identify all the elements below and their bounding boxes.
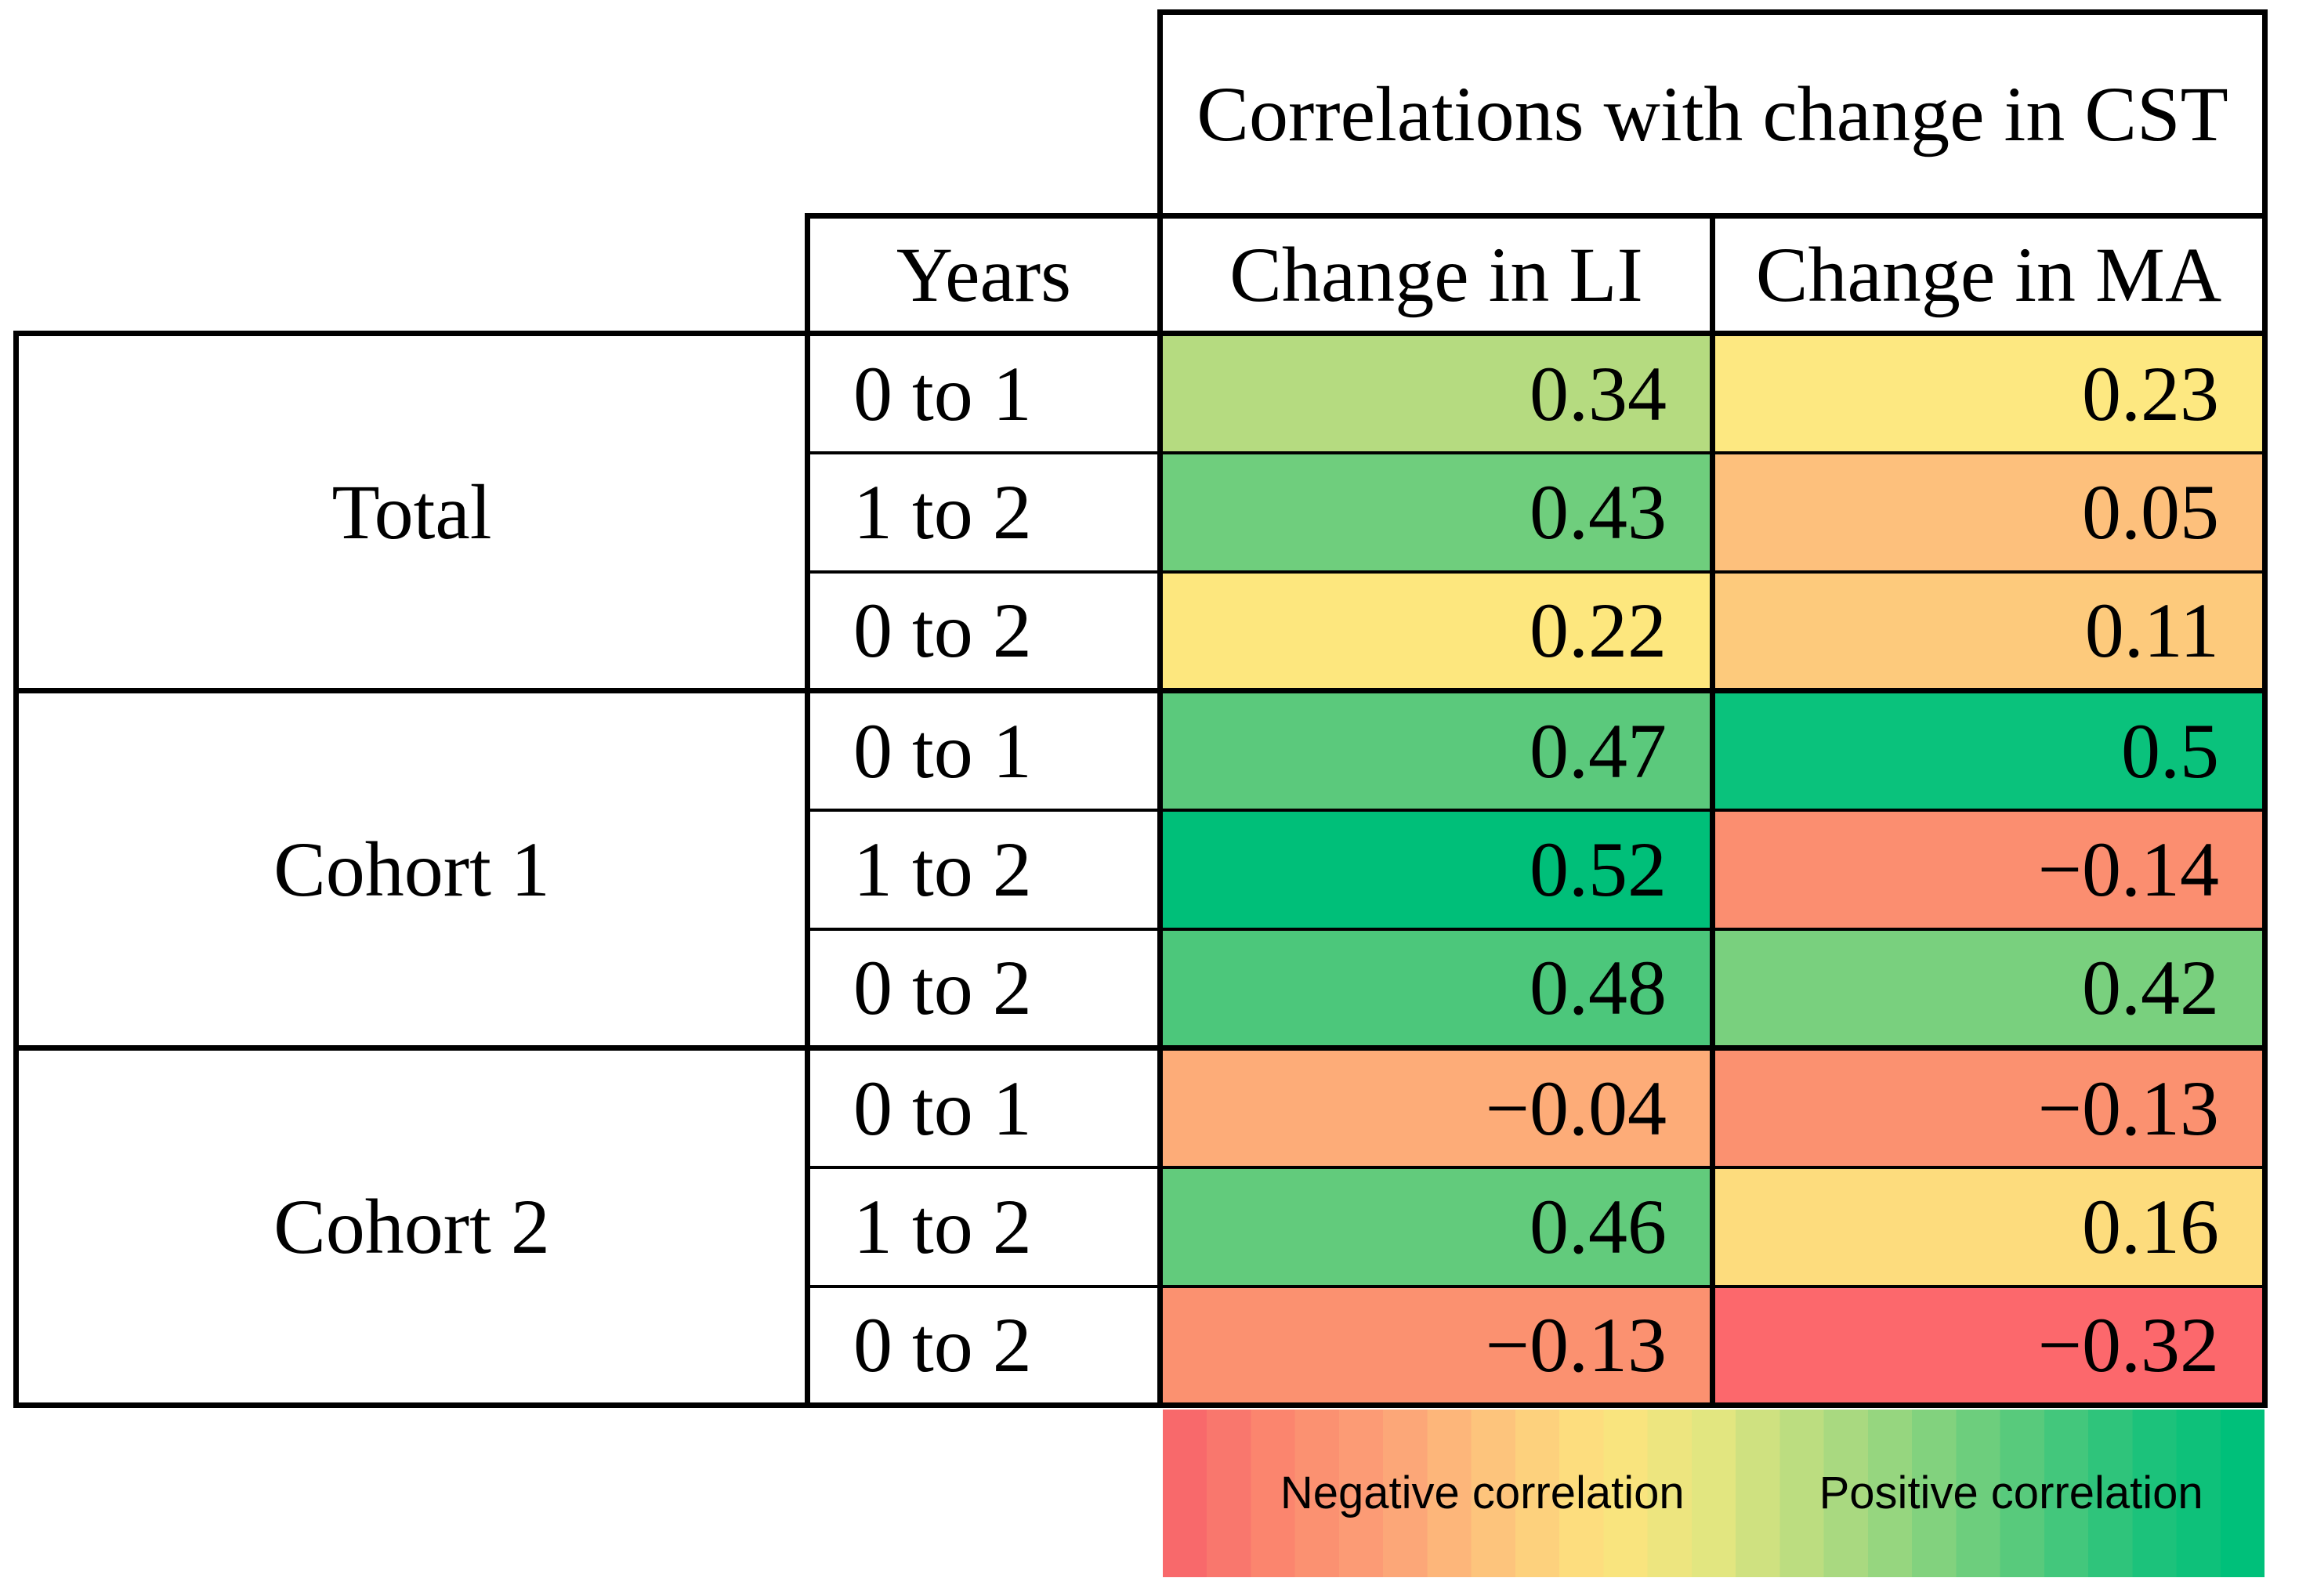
li-value-cell: 0.48 (1157, 927, 1715, 1051)
table-row: 0 to 2 −0.13 −0.32 (16, 1284, 2268, 1408)
li-value-cell: 0.22 (1157, 570, 1715, 693)
correlation-table: Correlations with change in CST Years Ch… (13, 9, 2268, 1408)
li-value-cell: 0.46 (1157, 1165, 1715, 1288)
ma-value-cell: 0.42 (1710, 927, 2268, 1051)
li-value-cell: −0.04 (1157, 1045, 1715, 1169)
cst-header: Correlations with change in CST (1157, 9, 2268, 219)
years-cell: 0 to 2 (805, 570, 1163, 693)
years-cell: 0 to 1 (805, 1045, 1163, 1169)
years-cell: 0 to 2 (805, 927, 1163, 1051)
ma-value-cell: 0.16 (1710, 1165, 2268, 1288)
years-column-header: Years (805, 213, 1163, 336)
ma-value-cell: 0.11 (1710, 570, 2268, 693)
group-label-cohort-2: Cohort 2 (13, 1045, 810, 1408)
ma-value-cell: −0.13 (1710, 1045, 2268, 1169)
years-cell: 1 to 2 (805, 808, 1163, 931)
correlation-table-wrap: Correlations with change in CST Years Ch… (13, 9, 2268, 1408)
table-row: Correlations with change in CST (16, 9, 2268, 219)
ma-value-cell: 0.23 (1710, 331, 2268, 454)
ma-value-cell: −0.14 (1710, 808, 2268, 931)
years-cell: 0 to 1 (805, 331, 1163, 454)
years-cell: 1 to 2 (805, 1165, 1163, 1288)
group-label-cohort-1: Cohort 1 (13, 688, 810, 1051)
empty-corner (16, 13, 1160, 216)
years-cell: 1 to 2 (805, 451, 1163, 574)
legend: Negative correlation Positive correlatio… (1163, 1410, 2265, 1577)
table-row: Cohort 2 0 to 1 −0.04 −0.13 (13, 1045, 2268, 1408)
ma-value-cell: −0.32 (1710, 1284, 2268, 1408)
years-cell: 0 to 2 (805, 1284, 1163, 1408)
li-value-cell: 0.52 (1157, 808, 1715, 931)
legend-gradient (1163, 1410, 2265, 1577)
table-row: 1 to 2 0.46 0.16 (16, 1165, 2268, 1288)
table-row: 0 to 2 0.22 0.11 (16, 570, 2268, 693)
li-value-cell: 0.43 (1157, 451, 1715, 574)
table-row: 1 to 2 0.52 −0.14 (16, 808, 2268, 931)
li-value-cell: 0.47 (1157, 688, 1715, 812)
table-row: Years Change in LI Change in MA (16, 213, 2268, 336)
table-row: Cohort 1 0 to 1 0.47 0.5 (13, 688, 2268, 1051)
legend-negative-label: Negative correlation (1280, 1468, 1685, 1518)
table-row: 0 to 2 0.48 0.42 (16, 927, 2268, 1051)
table-row: Total 0 to 1 0.34 0.23 (13, 331, 2268, 693)
ma-value-cell: 0.5 (1710, 688, 2268, 812)
ma-value-cell: 0.05 (1710, 451, 2268, 574)
ma-column-header: Change in MA (1710, 213, 2268, 336)
years-cell: 0 to 1 (805, 688, 1163, 812)
group-label-total: Total (13, 331, 810, 693)
li-value-cell: −0.13 (1157, 1284, 1715, 1408)
li-value-cell: 0.34 (1157, 331, 1715, 454)
empty-corner (16, 216, 808, 334)
li-column-header: Change in LI (1157, 213, 1715, 336)
legend-positive-label: Positive correlation (1819, 1468, 2203, 1518)
table-row: 1 to 2 0.43 0.05 (16, 451, 2268, 574)
